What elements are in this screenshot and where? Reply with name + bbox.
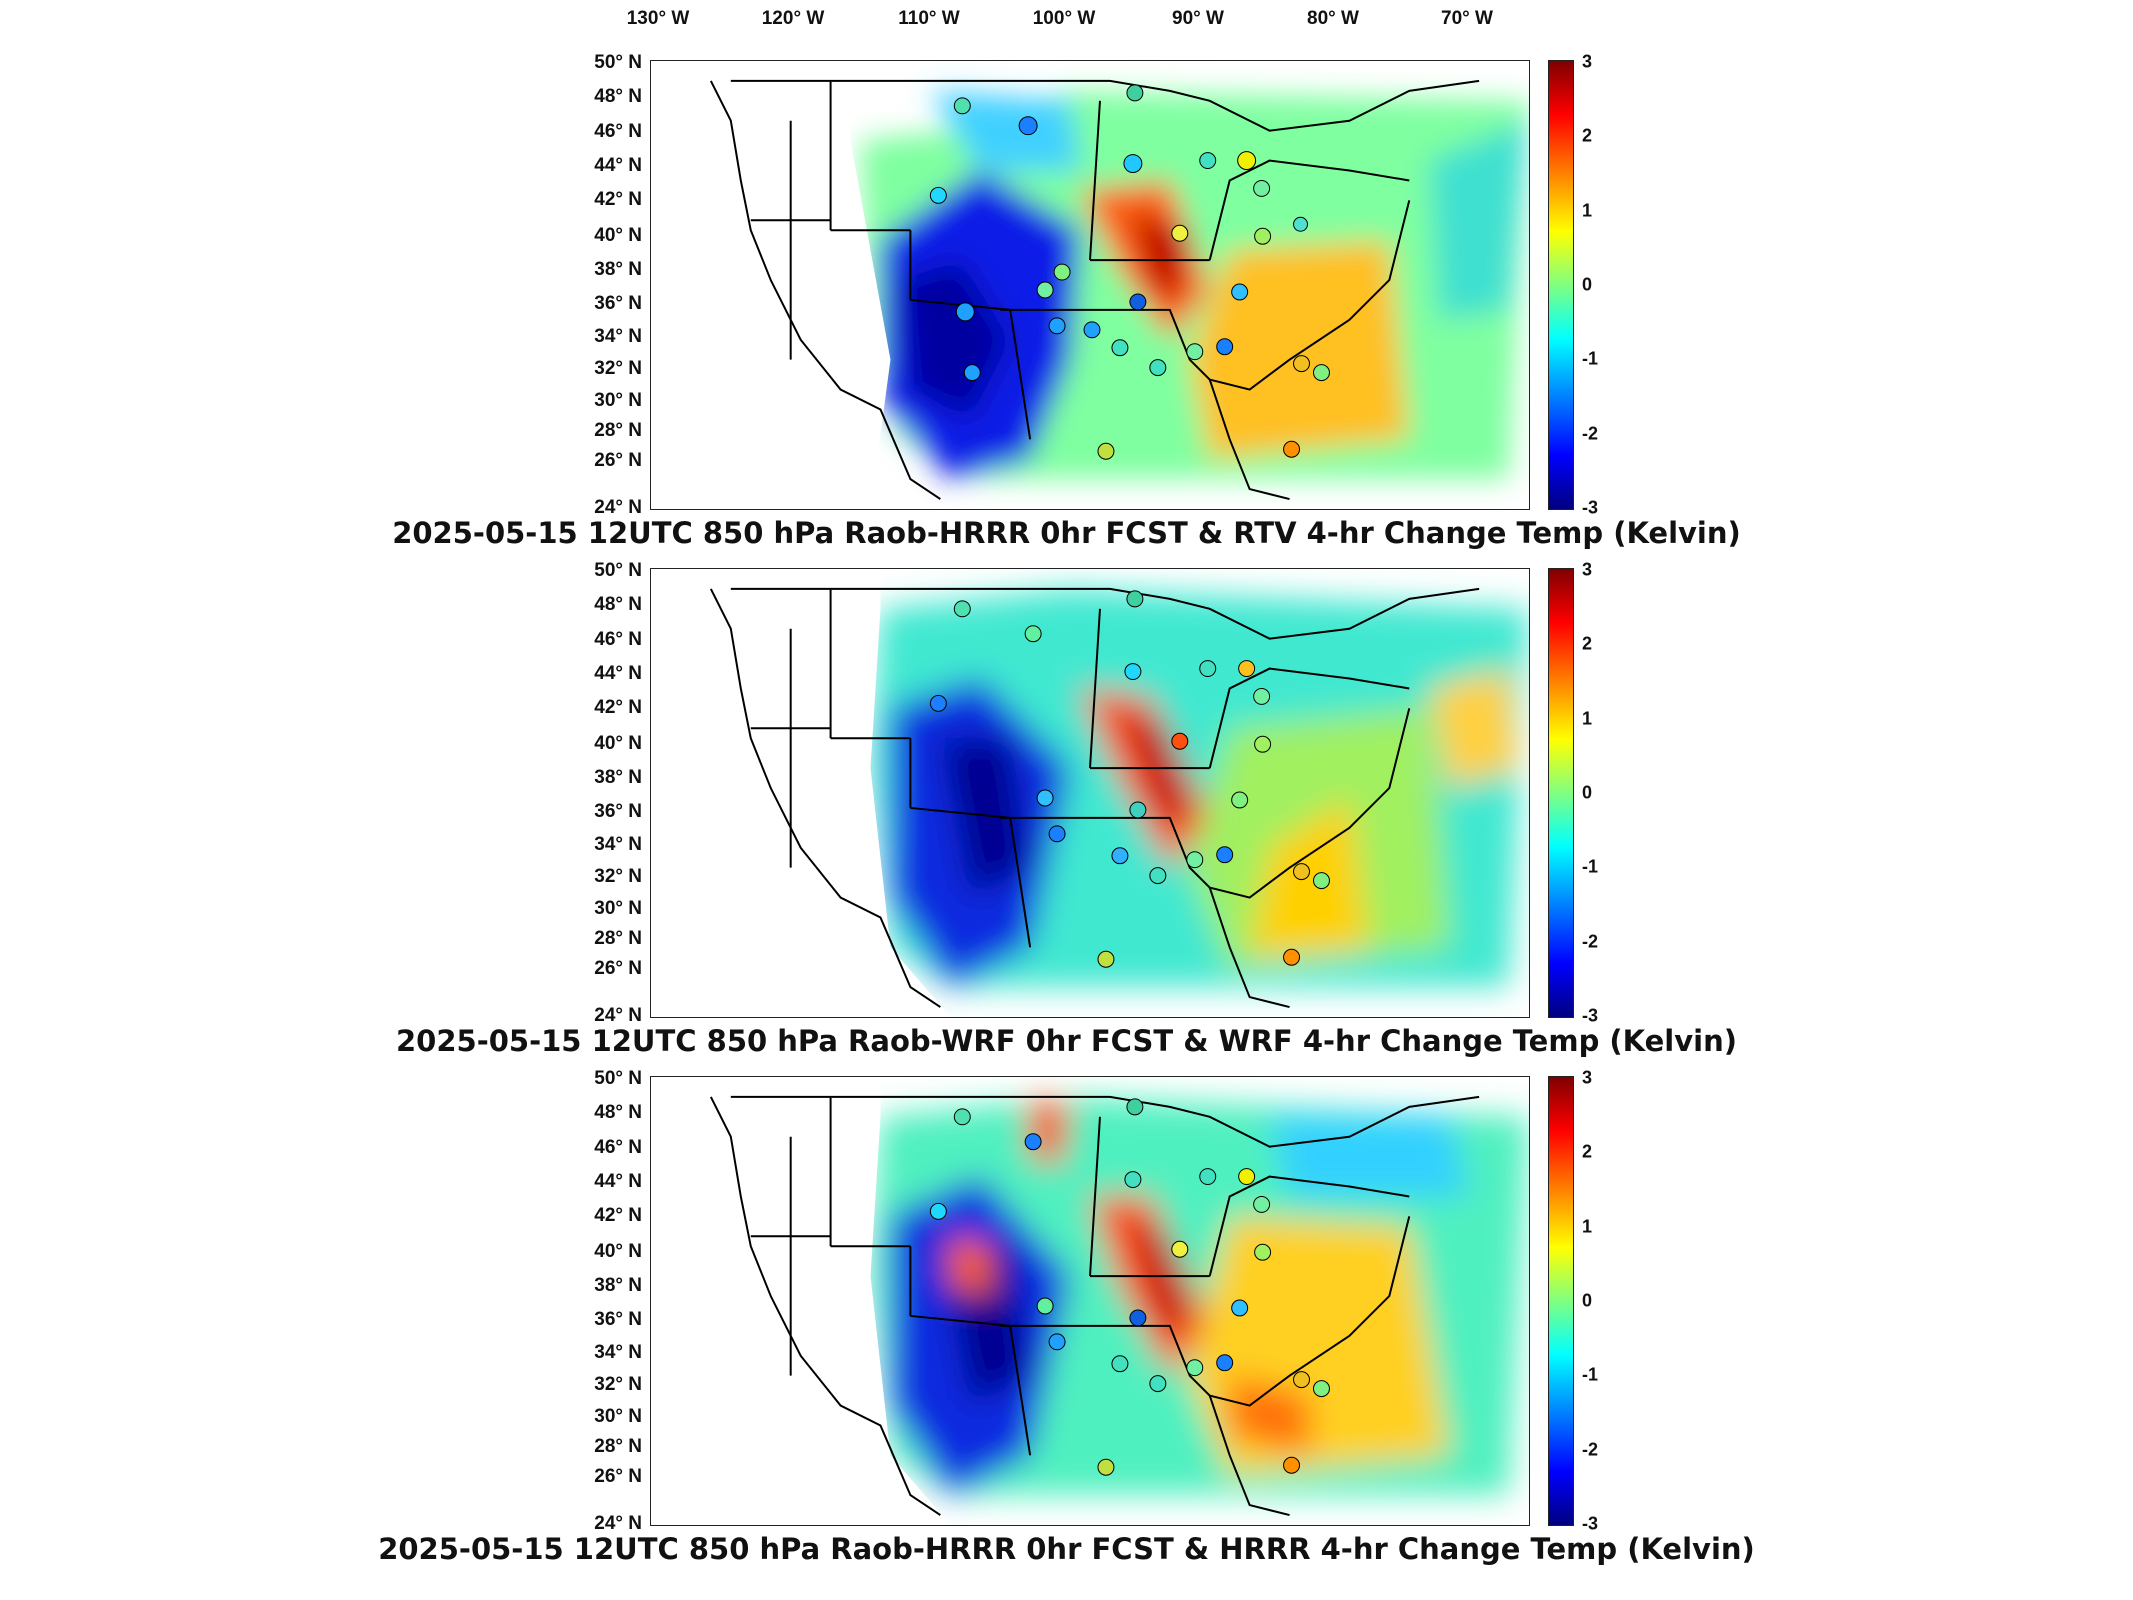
map-field (651, 1077, 1529, 1525)
lat-tick: 48° N (594, 594, 642, 615)
colorbar (1548, 1076, 1574, 1526)
colorbar-tick: -1 (1582, 856, 1599, 877)
colorbar-tick: -3 (1582, 497, 1599, 518)
lat-tick: 40° N (594, 733, 642, 754)
colorbar-tick: -1 (1582, 348, 1599, 369)
lat-tick: 30° N (594, 898, 642, 919)
lat-tick: 24° N (594, 497, 642, 518)
panel-title: 2025-05-15 12UTC 850 hPa Raob-WRF 0hr FC… (395, 1024, 1737, 1058)
lat-tick: 36° N (594, 801, 642, 822)
lat-tick: 50° N (594, 560, 642, 581)
lat-tick: 44° N (594, 663, 642, 684)
map-panel-hrrr: 50° N 48° N 46° N 44° N 42° N 40° N 38° … (0, 1068, 2133, 1586)
lon-tick: 90° W (1172, 8, 1224, 29)
lat-tick: 38° N (594, 767, 642, 788)
lat-tick: 30° N (594, 1406, 642, 1427)
map-field (651, 61, 1529, 509)
colorbar-tick: 3 (1582, 1067, 1593, 1088)
colorbar (1548, 60, 1574, 510)
lat-tick: 28° N (594, 928, 642, 949)
colorbar-tick: -2 (1582, 423, 1599, 444)
lat-tick: 46° N (594, 1137, 642, 1158)
lat-tick: 48° N (594, 86, 642, 107)
lon-tick: 70° W (1441, 8, 1493, 29)
lat-tick: 38° N (594, 259, 642, 280)
colorbar-tick: 2 (1582, 1141, 1593, 1162)
lon-tick: 130° W (626, 8, 690, 29)
lat-tick: 34° N (594, 834, 642, 855)
colorbar-tick: 0 (1582, 1290, 1593, 1311)
lat-tick: 30° N (594, 390, 642, 411)
colorbar-tick: 0 (1582, 782, 1593, 803)
panel-title: 2025-05-15 12UTC 850 hPa Raob-HRRR 0hr F… (378, 1532, 1755, 1566)
lat-tick: 26° N (594, 450, 642, 471)
colorbar-tick: 1 (1582, 708, 1593, 729)
colorbar-tick: 1 (1582, 1216, 1593, 1237)
lat-tick: 36° N (594, 293, 642, 314)
map-panel-rtv: 50° N 48° N 46° N 44° N 42° N 40° N 38° … (0, 52, 2133, 570)
colorbar-tick: -3 (1582, 1005, 1599, 1026)
lat-tick: 48° N (594, 1102, 642, 1123)
lon-tick: 80° W (1307, 8, 1359, 29)
lat-tick: 42° N (594, 1205, 642, 1226)
colorbar-tick: 0 (1582, 274, 1593, 295)
lat-tick: 42° N (594, 189, 642, 210)
lat-tick: 32° N (594, 866, 642, 887)
map-panel-wrf: 50° N 48° N 46° N 44° N 42° N 40° N 38° … (0, 560, 2133, 1078)
colorbar-tick: 1 (1582, 200, 1593, 221)
colorbar-tick: 2 (1582, 125, 1593, 146)
lat-tick: 34° N (594, 326, 642, 347)
lat-tick: 32° N (594, 1374, 642, 1395)
lon-tick: 120° W (761, 8, 825, 29)
lat-tick: 42° N (594, 697, 642, 718)
lat-tick: 46° N (594, 629, 642, 650)
lat-tick: 32° N (594, 358, 642, 379)
lat-tick: 24° N (594, 1005, 642, 1026)
lat-tick: 24° N (594, 1513, 642, 1534)
lat-tick: 44° N (594, 155, 642, 176)
colorbar-tick: -2 (1582, 1439, 1599, 1460)
temperature-change-map (650, 568, 1530, 1018)
lat-tick: 50° N (594, 1068, 642, 1089)
lat-tick: 40° N (594, 1241, 642, 1262)
colorbar-tick: -3 (1582, 1513, 1599, 1534)
lat-tick: 28° N (594, 1436, 642, 1457)
lon-tick: 110° W (898, 8, 960, 29)
lat-tick: 34° N (594, 1342, 642, 1363)
lat-tick: 36° N (594, 1309, 642, 1330)
longitude-axis: 130° W 120° W 110° W 100° W 90° W 80° W … (0, 0, 2133, 50)
colorbar-tick: -1 (1582, 1364, 1599, 1385)
lat-tick: 46° N (594, 121, 642, 142)
lat-tick: 50° N (594, 52, 642, 73)
colorbar-tick: 3 (1582, 51, 1593, 72)
temperature-change-map (650, 1076, 1530, 1526)
colorbar-tick: 3 (1582, 559, 1593, 580)
lat-tick: 38° N (594, 1275, 642, 1296)
map-field (651, 569, 1529, 1017)
panel-title: 2025-05-15 12UTC 850 hPa Raob-HRRR 0hr F… (392, 516, 1741, 550)
lon-tick: 100° W (1032, 8, 1096, 29)
lat-tick: 26° N (594, 958, 642, 979)
colorbar-tick: 2 (1582, 633, 1593, 654)
lat-tick: 26° N (594, 1466, 642, 1487)
lat-tick: 40° N (594, 225, 642, 246)
colorbar (1548, 568, 1574, 1018)
lat-tick: 44° N (594, 1171, 642, 1192)
temperature-change-map (650, 60, 1530, 510)
colorbar-tick: -2 (1582, 931, 1599, 952)
lat-tick: 28° N (594, 420, 642, 441)
